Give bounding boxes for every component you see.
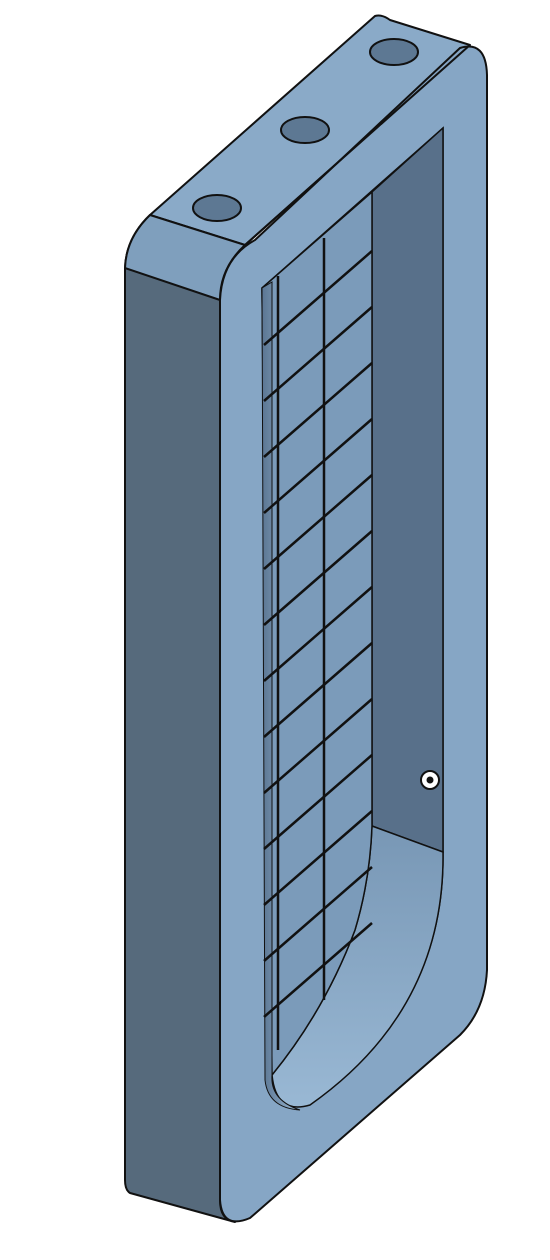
grid-line-horizontal <box>263 530 373 626</box>
grid-line-horizontal <box>263 362 373 458</box>
outline-edges <box>124 44 471 1200</box>
grid-line-horizontal <box>263 698 373 794</box>
recess-left-curve <box>261 281 301 1111</box>
grid-line-horizontal <box>263 586 373 682</box>
grid-line-horizontal <box>263 306 373 402</box>
grid-line-horizontal <box>263 810 373 906</box>
mounting-hole-2[interactable] <box>280 116 330 144</box>
grid-line-horizontal <box>263 250 373 346</box>
grid-line-horizontal <box>263 474 373 570</box>
grid-line-horizontal <box>263 754 373 850</box>
grid-line-horizontal <box>263 922 373 1018</box>
mounting-holes <box>192 38 419 222</box>
grid-line-horizontal <box>263 866 373 962</box>
waffle-grid <box>263 238 373 1050</box>
grid-line-horizontal <box>263 418 373 514</box>
recess-right-wall <box>371 126 444 854</box>
origin-point-icon[interactable] <box>420 770 440 790</box>
mounting-hole-3[interactable] <box>369 38 419 66</box>
mounting-hole-1[interactable] <box>192 194 242 222</box>
grid-line-horizontal <box>263 642 373 738</box>
